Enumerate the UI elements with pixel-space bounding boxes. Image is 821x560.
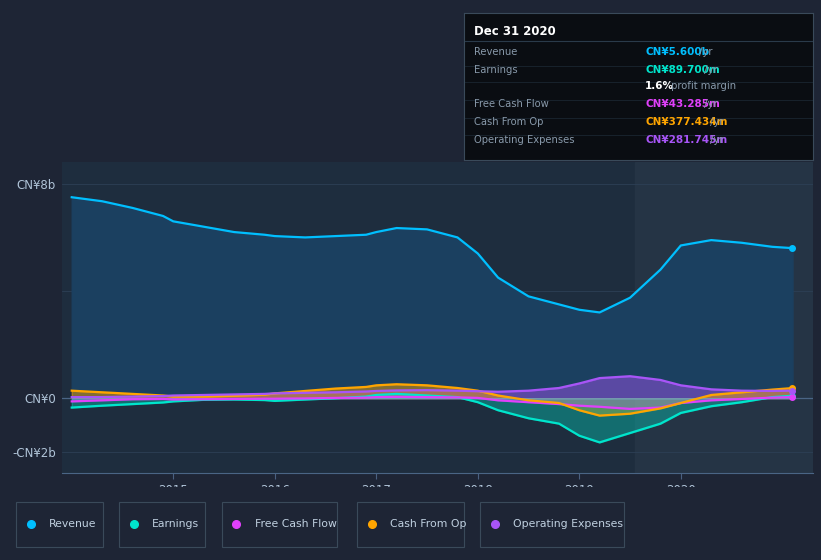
Text: Revenue: Revenue — [49, 519, 97, 529]
Text: /yr: /yr — [701, 100, 718, 109]
Text: Free Cash Flow: Free Cash Flow — [475, 100, 549, 109]
Text: CN¥43.285m: CN¥43.285m — [645, 100, 720, 109]
Text: profit margin: profit margin — [667, 81, 736, 91]
Text: Free Cash Flow: Free Cash Flow — [255, 519, 337, 529]
Text: Operating Expenses: Operating Expenses — [513, 519, 623, 529]
Text: CN¥377.434m: CN¥377.434m — [645, 117, 727, 127]
Text: /yr: /yr — [701, 65, 718, 75]
Text: 1.6%: 1.6% — [645, 81, 674, 91]
Text: Cash From Op: Cash From Op — [475, 117, 544, 127]
Bar — [635, 162, 813, 473]
Text: Earnings: Earnings — [152, 519, 199, 529]
Text: /yr: /yr — [707, 117, 723, 127]
Text: Revenue: Revenue — [475, 46, 518, 57]
Text: Operating Expenses: Operating Expenses — [475, 136, 575, 146]
Text: CN¥89.700m: CN¥89.700m — [645, 65, 720, 75]
Text: Earnings: Earnings — [475, 65, 518, 75]
Text: /yr: /yr — [695, 46, 712, 57]
Text: CN¥281.745m: CN¥281.745m — [645, 136, 727, 146]
Text: /yr: /yr — [707, 136, 723, 146]
Text: CN¥5.600b: CN¥5.600b — [645, 46, 709, 57]
Text: Dec 31 2020: Dec 31 2020 — [475, 25, 556, 38]
Text: Cash From Op: Cash From Op — [390, 519, 466, 529]
